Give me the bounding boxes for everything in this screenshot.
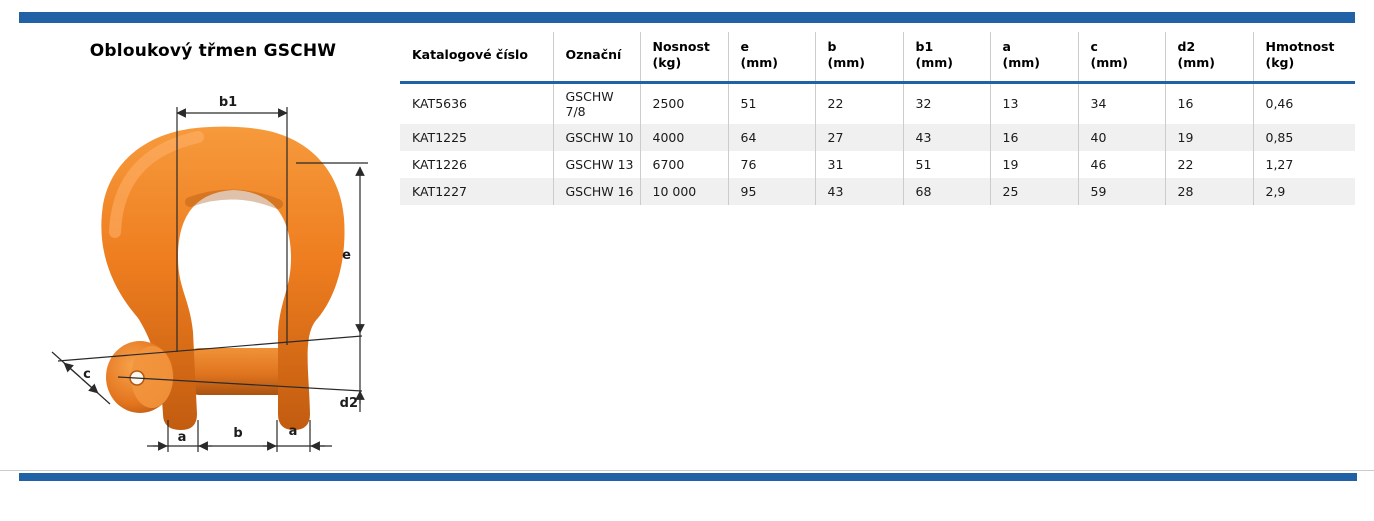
bottom-divider-bar [19, 473, 1357, 481]
table-cell: GSCHW 7/8 [552, 82, 640, 124]
column-header: d2 (mm) [1164, 32, 1253, 84]
table-cell: 59 [1077, 177, 1165, 205]
dim-label-c: c [83, 367, 91, 382]
bow-highlight [109, 131, 204, 238]
table-cell: 6700 [639, 150, 728, 178]
column-header: Hmotnost (kg) [1252, 32, 1355, 84]
column-header: e (mm) [727, 32, 815, 84]
table-cell: 22 [814, 82, 903, 124]
dimensions-table-wrap: Katalogové číslo Označní Nosnost (kg) e (mm… [400, 32, 1355, 205]
table-cell: 31 [814, 150, 903, 178]
table-cell: 32 [902, 82, 990, 124]
dimensions-table: Katalogové číslo Označní Nosnost (kg) e (mm… [400, 32, 1355, 205]
table-cell: 28 [1164, 177, 1253, 205]
shackle-pin [185, 348, 300, 395]
table-cell: 64 [727, 123, 815, 151]
table-row: KAT1226 GSCHW 13 6700 76 31 51 19 46 22 1,27 [400, 150, 1355, 178]
table-cell: 25 [989, 177, 1078, 205]
table-cell: 43 [814, 177, 903, 205]
dim-label-d2: d2 [340, 396, 358, 411]
table-cell: 1,27 [1252, 150, 1355, 178]
table-cell: 27 [814, 123, 903, 151]
dim-label-b1: b1 [219, 95, 237, 110]
dim-label-a-left: a [178, 430, 187, 445]
table-cell: 16 [989, 123, 1078, 151]
table-cell: KAT1227 [400, 177, 553, 205]
table-row: KAT1225 GSCHW 10 4000 64 27 43 16 40 19 0,85 [400, 123, 1355, 151]
table-header: Katalogové číslo Označní Nosnost (kg) e (mm… [400, 32, 1355, 84]
column-header: Nosnost (kg) [639, 32, 728, 84]
column-header: Označní [552, 32, 640, 84]
table-cell: KAT1225 [400, 123, 553, 151]
table-cell: 2500 [639, 82, 728, 124]
table-cell: 2,9 [1252, 177, 1355, 205]
top-divider-bar [19, 12, 1355, 23]
table-cell: 10 000 [639, 177, 728, 205]
table-cell: 51 [902, 150, 990, 178]
table-cell: 46 [1077, 150, 1165, 178]
column-header: b (mm) [814, 32, 903, 84]
table-cell: GSCHW 13 [552, 150, 640, 178]
table-cell: 19 [989, 150, 1078, 178]
table-row: KAT1227 GSCHW 16 10 000 95 43 68 25 59 28 2,9 [400, 177, 1355, 205]
table-cell: 68 [902, 177, 990, 205]
shackle-diagram: b1 e c a b a d2 [51, 95, 368, 452]
table-cell: 13 [989, 82, 1078, 124]
table-cell: 51 [727, 82, 815, 124]
dimension-lines [51, 107, 368, 452]
table-cell: 76 [727, 150, 815, 178]
table-cell: 0,46 [1252, 82, 1355, 124]
column-header: Katalogové číslo [400, 32, 553, 84]
table-cell: GSCHW 16 [552, 177, 640, 205]
dim-label-a-right: a [289, 424, 298, 439]
table-cell: 19 [1164, 123, 1253, 151]
page-title: Obloukový třmen GSCHW [89, 41, 337, 61]
column-header: b1 (mm) [902, 32, 990, 84]
bow-inner-shadow [185, 189, 283, 209]
table-cell: 22 [1164, 150, 1253, 178]
table-cell: GSCHW 10 [552, 123, 640, 151]
table-cell: 43 [902, 123, 990, 151]
column-header: c (mm) [1077, 32, 1165, 84]
pin-head-face [131, 346, 173, 408]
table-cell: 4000 [639, 123, 728, 151]
table-cell: 16 [1164, 82, 1253, 124]
bottom-hairline [0, 470, 1374, 471]
table-cell: 40 [1077, 123, 1165, 151]
table-cell: 34 [1077, 82, 1165, 124]
dim-label-e: e [342, 248, 351, 263]
dim-label-b: b [233, 426, 242, 441]
table-cell: 95 [727, 177, 815, 205]
table-cell: 0,85 [1252, 123, 1355, 151]
table-cell: KAT5636 [412, 96, 468, 111]
table-row: KAT5636 GSCHW 7/8 2500 51 22 32 13 34 16 0,46 [400, 82, 1355, 124]
column-header: a (mm) [989, 32, 1078, 84]
table-cell: KAT1226 [412, 156, 468, 172]
